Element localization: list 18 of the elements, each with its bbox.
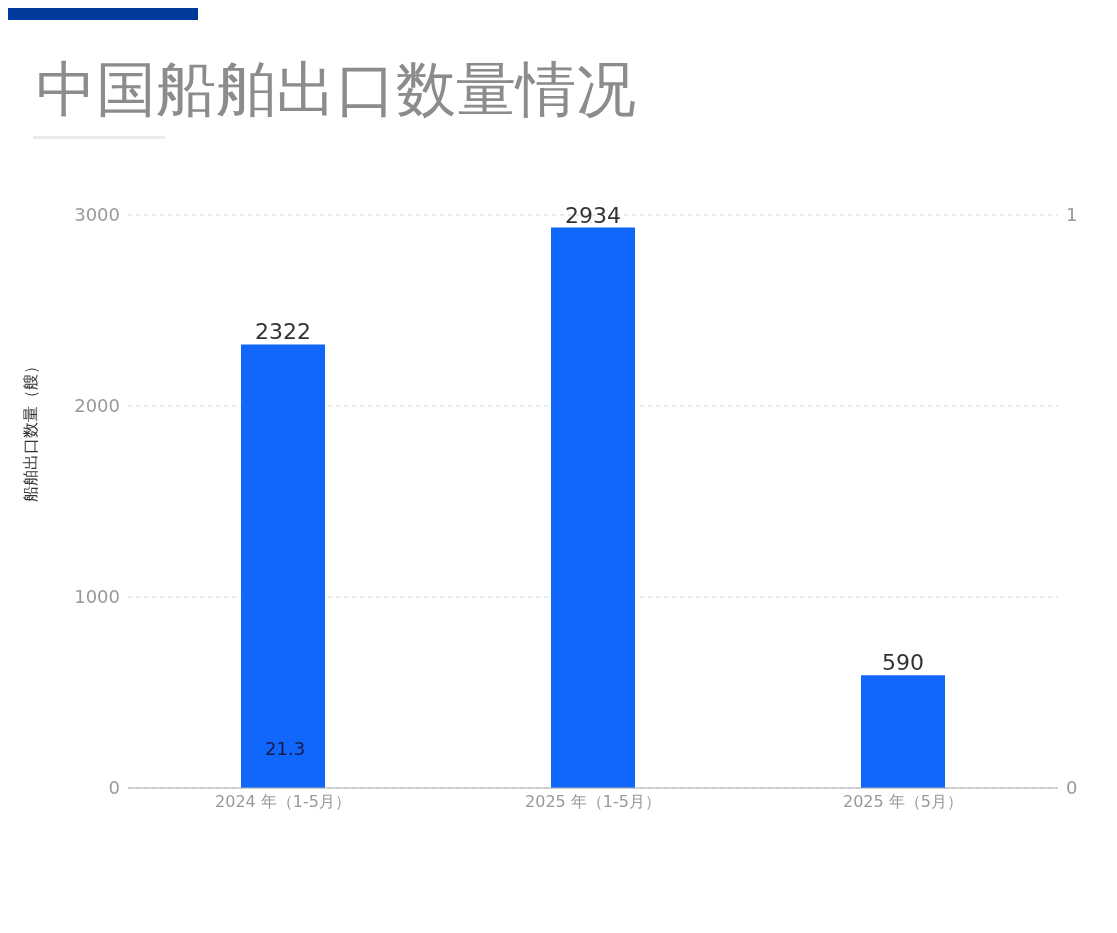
y-tick-label: 3000 bbox=[74, 204, 120, 226]
data-label: 590 bbox=[882, 650, 924, 676]
y-tick-label: 1000 bbox=[74, 586, 120, 608]
y-axis-title: 船舶出口数量（艘） bbox=[20, 357, 40, 502]
x-tick-label: 2025 年（5月） bbox=[843, 792, 963, 812]
annotation: 21.3 bbox=[265, 738, 306, 759]
y-tick-label: 2000 bbox=[74, 395, 120, 417]
bar bbox=[551, 227, 635, 788]
x-tick-label: 2025 年（1-5月） bbox=[525, 792, 661, 812]
y2-tick-label: 1 bbox=[1066, 204, 1078, 226]
bar bbox=[241, 344, 325, 788]
bar bbox=[861, 675, 945, 788]
data-label: 2934 bbox=[565, 202, 621, 228]
y2-tick-label: 0 bbox=[1066, 777, 1078, 799]
y-tick-label: 0 bbox=[108, 777, 120, 799]
data-label: 2322 bbox=[255, 319, 311, 345]
x-tick-label: 2024 年（1-5月） bbox=[215, 792, 351, 812]
chart-title: 中国船舶出口数量情况 bbox=[36, 53, 636, 126]
